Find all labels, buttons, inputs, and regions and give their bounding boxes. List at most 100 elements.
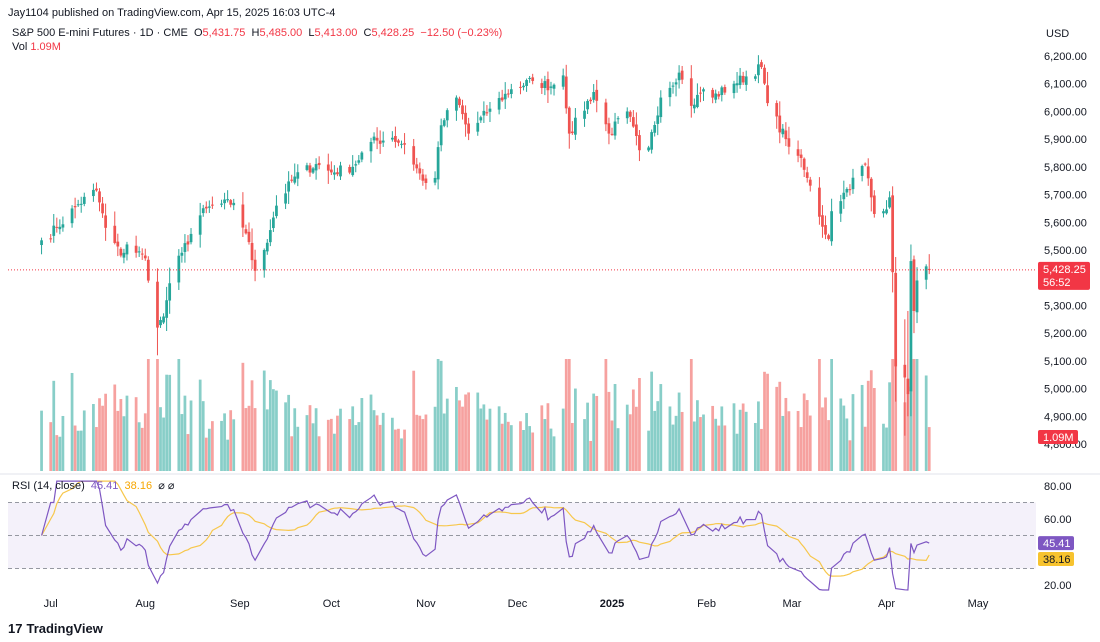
candle-body (689, 78, 693, 106)
volume-bar (61, 415, 65, 471)
candle-body (458, 98, 461, 106)
candle-body (760, 62, 763, 68)
price-tick-label: 5,900.00 (1044, 134, 1087, 146)
volume-bar (506, 421, 510, 471)
candle-body (140, 253, 144, 255)
candle-body (461, 105, 464, 115)
volume-bar (552, 436, 556, 471)
candle-body (885, 209, 888, 214)
volume-bar (778, 381, 782, 471)
footer-brand: 17 TradingView (8, 621, 103, 636)
volume-value: 1.09M (30, 41, 61, 53)
candle-body (845, 189, 849, 193)
candle-body (848, 189, 852, 191)
volume-bar (753, 422, 757, 471)
symbol-name[interactable]: S&P 500 E-mini Futures · 1D · CME (12, 27, 188, 39)
time-tick-label: Dec (508, 598, 528, 610)
candle-body (509, 89, 513, 94)
volume-bar (604, 359, 608, 471)
volume-bar (412, 370, 416, 471)
candle-body (198, 215, 202, 235)
currency-label[interactable]: USD (1046, 28, 1070, 40)
candle-body (442, 120, 446, 126)
volume-bar (717, 425, 721, 471)
candle-body (607, 123, 611, 134)
rsi-settings-icons[interactable]: ⌀ ⌀ (158, 480, 175, 492)
volume-bar (119, 399, 123, 471)
volume-bar (400, 438, 403, 471)
volume-bar (229, 410, 233, 471)
candle-body (101, 203, 104, 214)
candle-body (397, 140, 400, 143)
volume-bar (125, 395, 129, 471)
candle-body (168, 283, 172, 301)
volume-bar (628, 414, 632, 471)
volume-bar (95, 427, 98, 471)
candle-body (799, 154, 803, 158)
volume-bar (143, 413, 147, 471)
volume-bar (372, 410, 376, 471)
price-tick-label: 5,600.00 (1044, 217, 1087, 229)
volume-bar (101, 405, 104, 471)
candle-body (79, 203, 83, 205)
candle-body (159, 320, 162, 326)
volume-bar (439, 360, 443, 471)
candle-body (445, 110, 449, 121)
candle-body (134, 245, 138, 253)
volume-bar (79, 430, 83, 471)
candle-body (699, 92, 702, 94)
candle-body (784, 130, 788, 140)
candle-body (433, 177, 437, 183)
volume-bar (348, 419, 352, 471)
candle-body (226, 199, 230, 201)
volume-bar (674, 415, 678, 471)
candle-body (671, 85, 675, 87)
candle-body (796, 149, 800, 156)
candle-body (232, 202, 236, 206)
candle-body (241, 204, 245, 228)
volume-bar (314, 408, 318, 471)
price-tick-label: 6,200.00 (1044, 51, 1087, 63)
candle-body (543, 81, 547, 89)
volume-bar (735, 433, 739, 471)
candle-body (482, 110, 486, 116)
volume-bar (421, 419, 425, 471)
rsi-tick-label: 20.00 (1044, 580, 1072, 592)
open-label: O (193, 27, 203, 39)
candle-body (808, 179, 812, 186)
volume-bar (308, 405, 312, 471)
candle-body (137, 251, 141, 253)
candle-body (223, 199, 226, 204)
candle-body (412, 146, 416, 165)
rsi-line (41, 480, 930, 591)
candle-body (635, 124, 638, 137)
candle-body (863, 163, 867, 165)
candle-body (720, 87, 724, 96)
candle-body (909, 261, 913, 392)
candle-body (290, 179, 294, 181)
candle-body (775, 103, 779, 117)
volume-bar (351, 406, 355, 471)
volume-bar (741, 403, 745, 471)
rsi-badge-text: 45.41 (1043, 538, 1071, 550)
candle-body (439, 125, 443, 146)
volume-bar (647, 430, 650, 471)
volume-bar (52, 380, 56, 471)
volume-bar (381, 412, 385, 471)
candle-body (668, 87, 672, 98)
volume-bar (915, 359, 919, 471)
volume-badge-text: 1.09M (1043, 432, 1074, 444)
volume-bar (339, 408, 342, 471)
price-candles (8, 55, 1036, 436)
volume-bar (177, 359, 181, 471)
time-tick-label: Apr (878, 598, 895, 610)
volume-bar (906, 386, 910, 471)
candle-body (891, 195, 895, 273)
rsi-label[interactable]: RSI (14, close) (12, 480, 85, 492)
volume-bar (500, 423, 504, 471)
volume-bar (436, 359, 440, 471)
candle-body (40, 240, 43, 246)
candle-body (186, 241, 190, 245)
price-tick-label: 5,500.00 (1044, 245, 1087, 257)
